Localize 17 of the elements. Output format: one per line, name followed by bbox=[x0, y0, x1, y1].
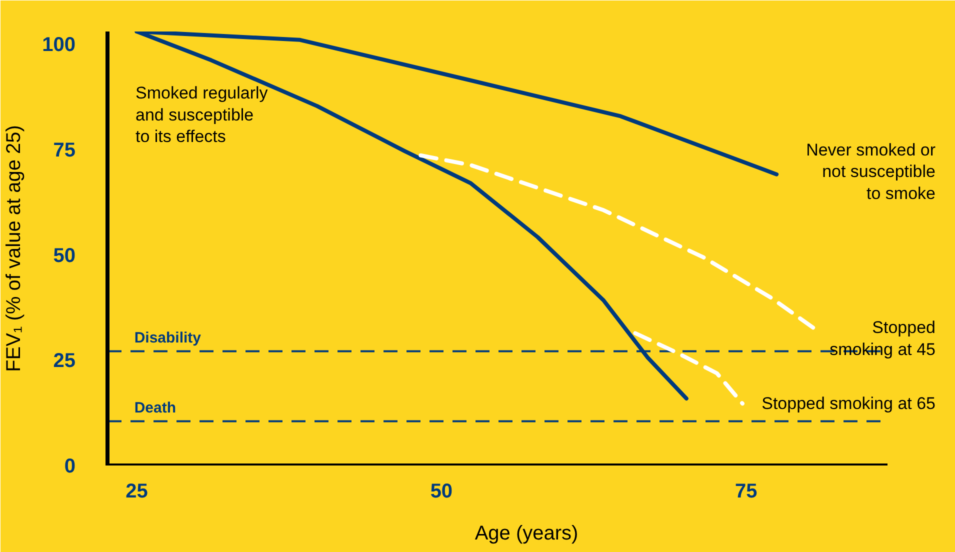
series-label: Smoked regularly and susceptible to its effects bbox=[136, 84, 268, 146]
y-tick-label: 75 bbox=[53, 139, 76, 162]
series-label: Stopped smoking at 65 bbox=[762, 394, 936, 414]
x-tick-label: 75 bbox=[735, 480, 758, 502]
y-tick-label: 0 bbox=[64, 456, 76, 478]
ref-line-label: Disability bbox=[134, 329, 202, 346]
y-tick-label: 50 bbox=[53, 244, 76, 267]
y-tick-label: 25 bbox=[53, 350, 76, 372]
ref-line-label: Death bbox=[134, 399, 176, 416]
x-axis-title: Age (years) bbox=[474, 522, 578, 544]
x-tick-label: 50 bbox=[430, 480, 453, 502]
y-tick-label: 100 bbox=[42, 34, 76, 56]
series-label: Stopped smoking at 45 bbox=[830, 318, 936, 360]
line-series bbox=[633, 331, 744, 406]
y-axis-title: FEV₁ (% of value at age 25) bbox=[3, 125, 26, 372]
x-tick-label: 25 bbox=[126, 480, 148, 502]
series-label: Never smoked or not susceptible to smoke bbox=[806, 140, 936, 204]
